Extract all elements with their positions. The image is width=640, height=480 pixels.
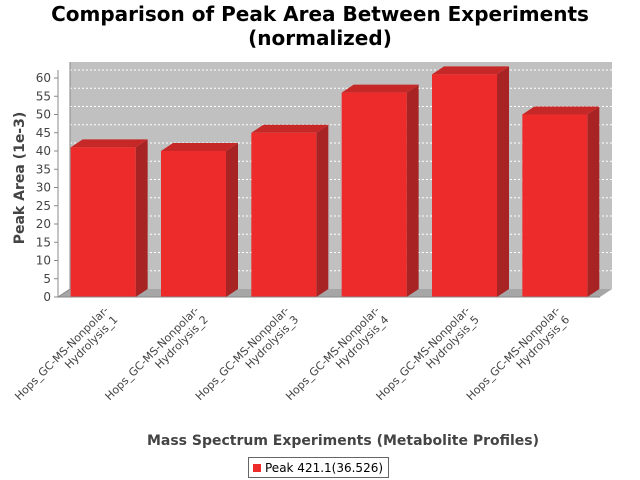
- legend-label: Peak 421.1(36.526): [265, 460, 384, 475]
- y-tick-label: 30: [36, 181, 51, 195]
- y-tick-label: 35: [36, 162, 51, 176]
- x-tick-label-line: Hops_GC-MS-Nonpolar-: [12, 304, 111, 403]
- plot-back-wall: [70, 62, 612, 289]
- y-tick-label: 10: [36, 254, 51, 268]
- bar-1: [70, 139, 148, 297]
- y-tick-label: 50: [36, 108, 51, 122]
- bar-top-face: [522, 106, 600, 115]
- x-tick-label-line: Hops_GC-MS-Nonpolar-: [374, 304, 473, 403]
- legend: Peak 421.1(36.526): [248, 457, 390, 478]
- bar-top-face: [432, 66, 509, 75]
- y-tick-label: 15: [36, 235, 51, 249]
- axis-corner-line: [57, 288, 71, 298]
- bar-side-face: [135, 139, 148, 297]
- bar-top-face: [341, 84, 419, 93]
- bar-3: [251, 124, 329, 297]
- bar-front-face: [161, 151, 226, 297]
- bar-6: [522, 106, 600, 297]
- y-tick-label: 60: [36, 71, 51, 85]
- bar-front-face: [432, 74, 497, 297]
- x-tick-label-line: Hops_GC-MS-Nonpolar-: [193, 304, 292, 403]
- x-axis: Hops_GC-MS-Nonpolar-Hydrolysis_1Hops_GC-…: [12, 296, 600, 403]
- y-axis: 0 5 10 15 20 25 30 35 40 45 50 55 60: [36, 62, 71, 304]
- bar-top-face: [70, 139, 148, 148]
- bar-side-face: [497, 66, 509, 297]
- bar-side-face: [316, 124, 329, 297]
- bar-front-face: [70, 147, 136, 297]
- legend-swatch: [253, 463, 261, 472]
- x-axis-label: Mass Spectrum Experiments (Metabolite Pr…: [147, 433, 539, 449]
- y-tick-label: 55: [36, 89, 51, 103]
- bar-5: [432, 66, 509, 297]
- x-tick-label-line: Hops_GC-MS-Nonpolar-: [103, 304, 202, 403]
- chart-title-line-2: (normalized): [248, 26, 392, 50]
- y-tick-label: 0: [43, 290, 51, 304]
- y-tick-label: 5: [43, 272, 51, 286]
- bar-side-face: [226, 143, 238, 297]
- bar-front-face: [251, 132, 317, 297]
- chart-title-line-1: Comparison of Peak Area Between Experime…: [51, 2, 589, 26]
- bar-side-face: [587, 106, 600, 297]
- x-tick-label-line: Hops_GC-MS-Nonpolar-: [283, 304, 382, 403]
- bar-4: [341, 84, 419, 297]
- bar-2: [161, 143, 238, 297]
- bar-top-face: [161, 143, 238, 151]
- bar-front-face: [522, 114, 588, 297]
- bar-front-face: [341, 92, 407, 297]
- bar-side-face: [406, 84, 419, 297]
- y-tick-label: 45: [36, 126, 51, 140]
- y-tick-label: 20: [36, 217, 51, 231]
- bar-top-face: [251, 124, 329, 133]
- y-tick-label: 25: [36, 199, 51, 213]
- x-tick-label-line: Hops_GC-MS-Nonpolar-: [464, 304, 563, 403]
- y-tick-label: 40: [36, 144, 51, 158]
- x-tick-label-6: Hops_GC-MS-Nonpolar-Hydrolysis_6: [464, 304, 572, 403]
- y-axis-label: Peak Area (1e-3): [12, 112, 28, 245]
- chart-title: Comparison of Peak Area Between Experime…: [0, 2, 640, 50]
- bars: [70, 66, 600, 297]
